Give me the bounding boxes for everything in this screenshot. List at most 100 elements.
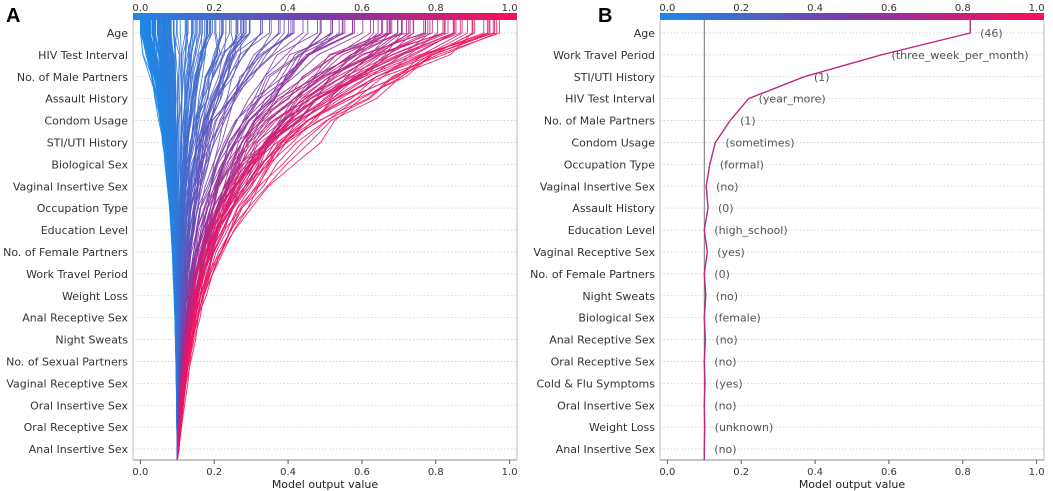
colorbar-tick-label: 0.8 [428,3,444,14]
feature-value-label: (three_week_per_month) [892,49,1029,62]
decision-line [176,20,490,461]
feature-label: Oral Insertive Sex [30,399,128,412]
feature-label: STI/UTI History [574,71,656,84]
panel-label-a: A [6,5,20,27]
feature-label: Anal Insertive Sex [29,443,129,456]
colorbar [133,13,517,20]
colorbar-tick-label: 0.6 [354,3,370,14]
feature-value-label: (no) [714,443,736,456]
feature-label: Anal Insertive Sex [556,443,656,456]
x-tick-label: 0.6 [881,467,897,478]
colorbar-tick-label: 0.6 [881,3,897,14]
feature-label: Oral Insertive Sex [557,399,655,412]
feature-value-label: (1) [740,115,756,128]
colorbar-tick-label: 0.0 [659,3,675,14]
feature-label: Oral Receptive Sex [551,355,656,368]
feature-label: Education Level [41,224,128,237]
feature-value-label: (0) [718,202,734,215]
feature-label: Condom Usage [571,136,655,149]
x-tick-label: 0.2 [206,467,222,478]
feature-label: Oral Receptive Sex [24,421,129,434]
feature-value-label: (formal) [720,158,764,171]
feature-value-label: (0) [714,268,730,281]
feature-label: Weight Loss [589,421,655,434]
feature-value-label: (no) [714,399,736,412]
feature-value-label: (year_more) [759,93,826,106]
feature-value-label: (yes) [717,246,745,259]
feature-label: Anal Receptive Sex [22,312,128,325]
feature-label: Anal Receptive Sex [549,334,655,347]
decision-line [176,20,346,461]
feature-value-label: (no) [716,180,738,193]
colorbar-tick-label: 0.0 [132,3,148,14]
x-tick-label: 1.0 [1029,467,1045,478]
feature-value-label: (no) [715,334,737,347]
colorbar-tick-label: 0.2 [733,3,749,14]
colorbar-tick-label: 0.8 [955,3,971,14]
feature-label: Night Sweats [55,334,128,347]
decision-lines [139,20,500,461]
decision-line [703,20,971,460]
feature-label: HIV Test Interval [565,93,655,106]
feature-label: Assault History [45,93,128,106]
colorbar-tick-label: 0.4 [807,3,823,14]
feature-label: No. of Sexual Partners [6,355,128,368]
x-tick-label: 0.6 [354,467,370,478]
feature-label: Vaginal Receptive Sex [533,246,655,259]
feature-label: No. of Male Partners [17,71,128,84]
colorbar-tick-label: 1.0 [1029,3,1045,14]
feature-label: Occupation Type [564,158,656,171]
feature-label: STI/UTI History [47,136,129,149]
x-tick-label: 0.2 [733,467,749,478]
feature-label: Education Level [568,224,655,237]
x-axis-title: Model output value [272,478,379,491]
panel-label-b: B [598,5,612,27]
feature-label: No. of Female Partners [530,268,655,281]
colorbar-tick-label: 0.2 [206,3,222,14]
panel-b: 0.0 0.2 0.4 0.6 0.8 1.0 Age Work Travel Period S… [530,3,1044,491]
feature-label: Vaginal Insertive Sex [13,180,129,193]
feature-label: HIV Test Interval [38,49,128,62]
feature-value-label: (high_school) [714,224,787,237]
feature-label: Cold & Flu Symptoms [536,377,655,390]
feature-label: Age [634,27,656,40]
decision-line [176,20,469,461]
feature-value-label: (sometimes) [725,136,794,149]
feature-label: No. of Male Partners [544,115,655,128]
colorbar [660,13,1044,20]
feature-value-label: (female) [714,312,761,325]
colorbar-tick-label: 0.4 [280,3,296,14]
feature-label: Work Travel Period [26,268,128,281]
x-tick-label: 0.4 [280,467,296,478]
feature-value-label: (yes) [715,377,743,390]
feature-label: Vaginal Insertive Sex [540,180,656,193]
x-axis-title: Model output value [799,478,906,491]
feature-label: Condom Usage [44,115,128,128]
decision-line [176,20,500,461]
decision-line [176,20,321,461]
x-tick-label: 0.0 [659,467,675,478]
feature-label: Occupation Type [37,202,129,215]
x-tick-label: 0.8 [428,467,444,478]
colorbar-tick-label: 1.0 [502,3,518,14]
feature-value-label: (1) [814,71,830,84]
feature-label: Age [107,27,129,40]
x-tick-label: 1.0 [502,467,518,478]
feature-label: Assault History [572,202,655,215]
feature-label: Biological Sex [51,158,128,171]
feature-value-label: (no) [714,355,736,368]
feature-label: Weight Loss [62,290,128,303]
feature-label: Night Sweats [582,290,655,303]
feature-value-label: (46) [980,27,1003,40]
panel-a: 0.0 0.2 0.4 0.6 0.8 1.0 Age HIV Test Interval No… [3,3,517,491]
feature-label: Biological Sex [578,312,655,325]
feature-value-label: (unknown) [715,421,774,434]
feature-label: No. of Female Partners [3,246,128,259]
x-tick-label: 0.0 [132,467,148,478]
x-tick-label: 0.4 [807,467,823,478]
feature-label: Work Travel Period [553,49,655,62]
feature-label: Vaginal Receptive Sex [6,377,128,390]
x-tick-label: 0.8 [955,467,971,478]
